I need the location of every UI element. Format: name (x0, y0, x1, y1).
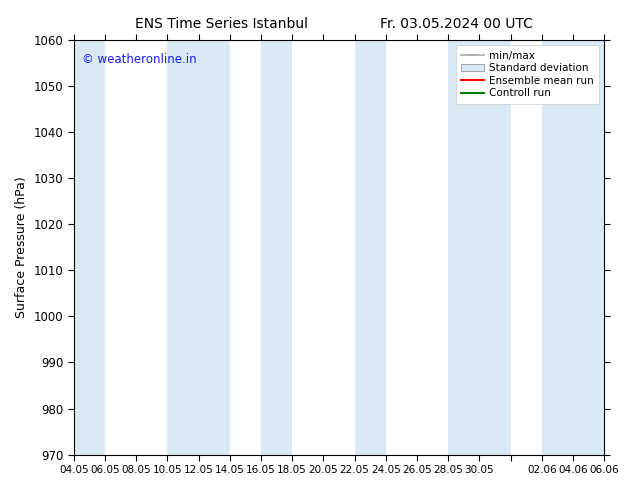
Bar (448, 40, 510, 455)
Text: Fr. 03.05.2024 00 UTC: Fr. 03.05.2024 00 UTC (380, 17, 533, 31)
Bar (167, 40, 230, 455)
Legend: min/max, Standard deviation, Ensemble mean run, Controll run: min/max, Standard deviation, Ensemble me… (456, 46, 599, 103)
Y-axis label: Surface Pressure (hPa): Surface Pressure (hPa) (15, 176, 28, 318)
Bar (261, 40, 292, 455)
Text: ENS Time Series Istanbul: ENS Time Series Istanbul (136, 17, 308, 31)
Bar (354, 40, 385, 455)
Text: © weatheronline.in: © weatheronline.in (82, 52, 197, 66)
Bar (542, 40, 604, 455)
Bar (74, 40, 105, 455)
